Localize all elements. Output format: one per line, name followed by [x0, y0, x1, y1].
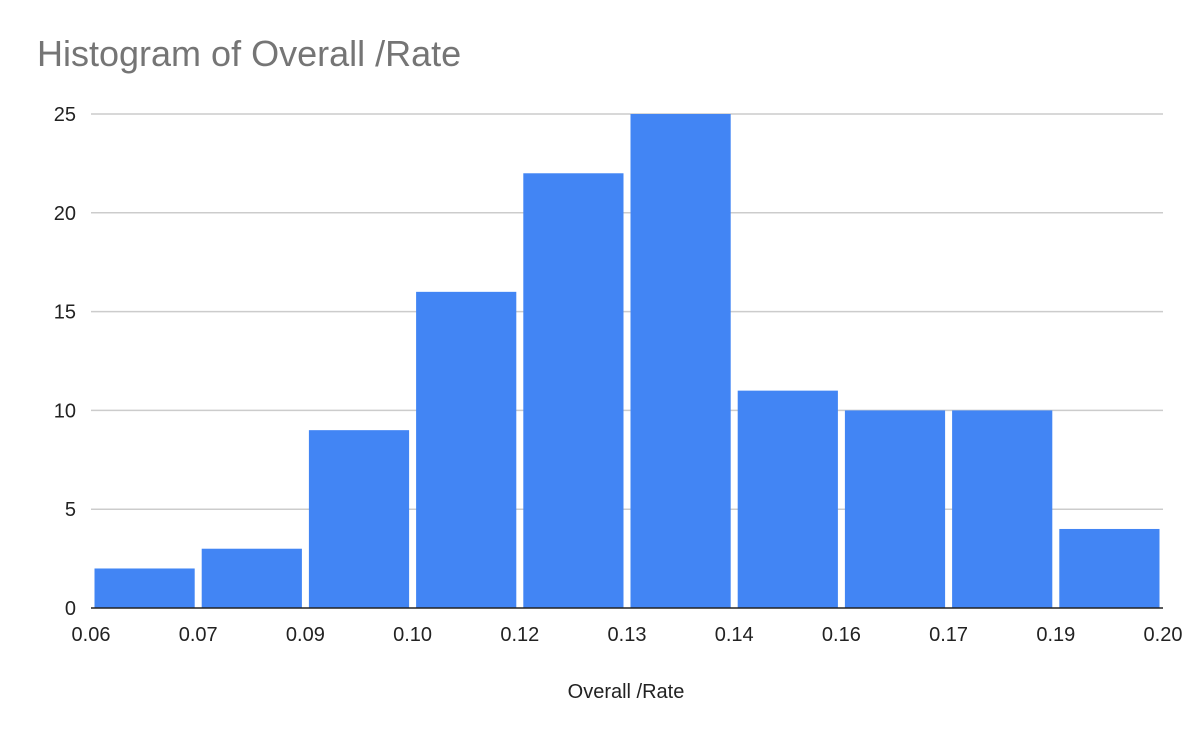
- y-tick-label: 20: [54, 203, 76, 225]
- histogram-bar: [1059, 528, 1160, 608]
- histogram-bar: [630, 114, 731, 608]
- histogram-bar: [952, 410, 1053, 608]
- histogram-bar: [416, 291, 517, 608]
- x-tick-label: 0.20: [1144, 624, 1183, 646]
- x-tick-label: 0.13: [608, 624, 647, 646]
- y-tick-label: 0: [65, 598, 76, 620]
- y-tick-label: 15: [54, 302, 76, 324]
- histogram-bar: [201, 548, 302, 608]
- x-tick-label: 0.19: [1036, 624, 1075, 646]
- y-axis-ticks: 0 5 10 15 20 25: [54, 104, 76, 620]
- histogram-bar: [844, 410, 946, 608]
- x-tick-label: 0.12: [500, 624, 539, 646]
- x-tick-label: 0.07: [179, 624, 218, 646]
- bars-layer: [94, 114, 1160, 608]
- y-tick-label: 25: [54, 104, 76, 126]
- x-tick-label: 0.06: [72, 624, 111, 646]
- histogram-bar: [94, 568, 195, 608]
- x-axis-title: Overall /Rate: [568, 681, 685, 703]
- histogram-bar: [737, 390, 838, 608]
- x-tick-label: 0.10: [393, 624, 432, 646]
- x-tick-label: 0.14: [715, 624, 754, 646]
- histogram-bar: [523, 173, 624, 608]
- y-tick-label: 5: [65, 499, 76, 521]
- chart-title: Histogram of Overall /Rate: [37, 33, 462, 74]
- histogram-bar: [308, 430, 410, 608]
- x-tick-label: 0.16: [822, 624, 861, 646]
- x-tick-label: 0.17: [929, 624, 968, 646]
- x-axis-ticks: 0.06 0.07 0.09 0.10 0.12 0.13 0.14 0.16 0.17 0.19…: [72, 624, 1183, 646]
- x-tick-label: 0.09: [286, 624, 325, 646]
- y-tick-label: 10: [54, 400, 76, 422]
